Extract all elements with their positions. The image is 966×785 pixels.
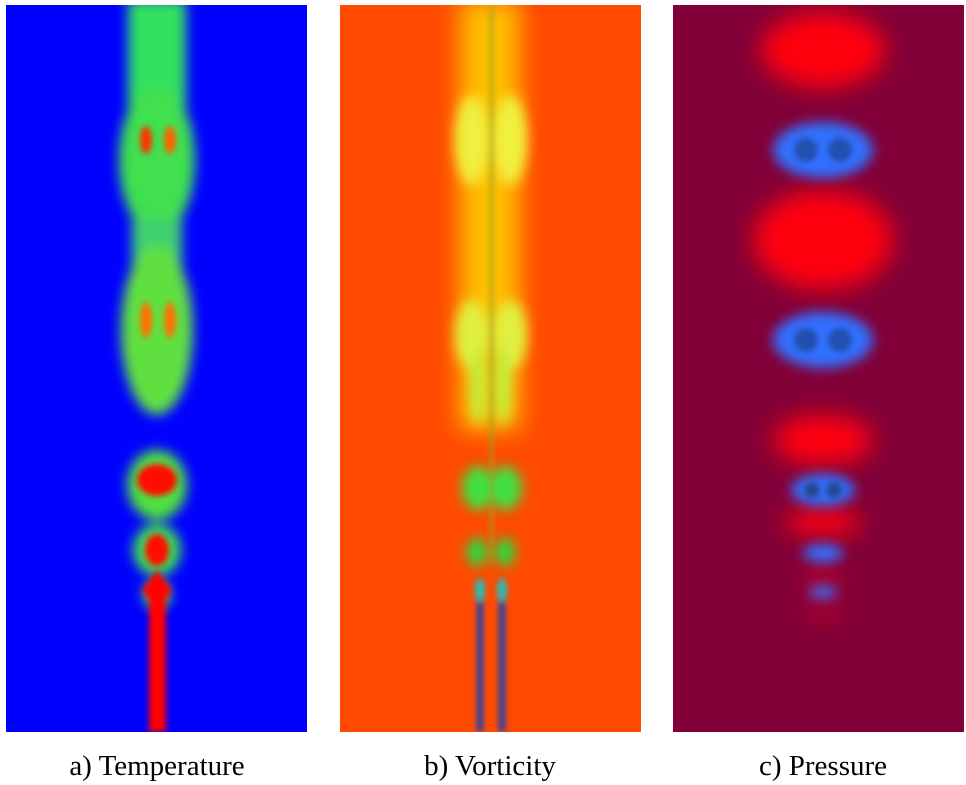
temperature-panel bbox=[6, 0, 307, 732]
vorticity-panel bbox=[340, 0, 641, 732]
caption: b) Vorticity bbox=[424, 750, 556, 782]
caption: a) Temperature bbox=[69, 750, 244, 782]
caption: c) Pressure bbox=[759, 750, 887, 782]
pressure-panel bbox=[673, 5, 964, 732]
figure: a) Temperature b) Vorticity c) Pressure bbox=[0, 0, 966, 785]
background bbox=[673, 5, 964, 732]
